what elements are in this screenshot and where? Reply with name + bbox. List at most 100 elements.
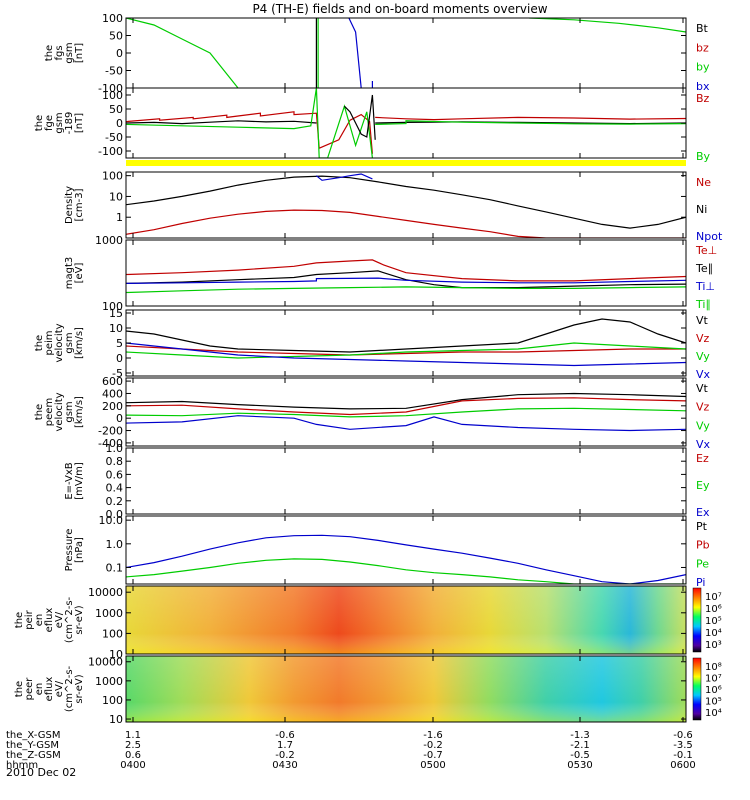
legend-density-0: Ne: [696, 176, 711, 189]
series-peim_velocity-0: [126, 318, 686, 353]
series-density-1: [126, 209, 686, 238]
series-peem_velocity-2: [126, 407, 686, 418]
panel-frame: [125, 377, 687, 447]
y-tick-label: -100: [98, 145, 123, 158]
legend-efield-0: Ez: [696, 452, 709, 465]
ephemeris-value: 2.5: [125, 740, 141, 751]
y-tick-label: 0.2: [106, 495, 124, 508]
legend-density-2: Npot: [696, 230, 723, 243]
ephemeris-value: -3.5: [673, 740, 693, 751]
colorbar-tick-label: 10⁶: [705, 604, 722, 615]
y-axis-label-line: peem: [44, 398, 55, 426]
legend-fgs-3: bx: [696, 80, 710, 93]
y-axis-label-line: -189: [64, 112, 75, 135]
series-peem_velocity-1: [126, 397, 686, 416]
legend-pressure-1: Pb: [696, 539, 710, 552]
legend-pressure-2: Pe: [696, 557, 709, 570]
ephemeris-value: -2.1: [570, 740, 590, 751]
ephemeris-value: -0.2: [423, 740, 443, 751]
y-axis-label-line: peer: [24, 677, 35, 701]
y-tick-label: -400: [98, 437, 123, 450]
series-temperature-1: [126, 270, 686, 289]
y-axis-label-line: (cm^2-s-: [64, 665, 75, 712]
colorbar-tick-label: 10⁵: [705, 697, 722, 708]
series-fge-3: [343, 94, 376, 140]
legend-peem_velocity-2: Vy: [696, 419, 710, 432]
panel-frame: [125, 585, 687, 655]
y-tick-label: 400: [102, 387, 123, 400]
panel-density: 100 10 1 Density [cm-3] Ne Ni Npot: [64, 170, 723, 243]
y-axis-label-line: en: [34, 614, 45, 627]
y-tick-label: 0: [116, 117, 123, 130]
y-axis-label-line: eflux: [44, 608, 55, 633]
series-peim_velocity-2: [126, 342, 686, 359]
y-axis-label-line: the: [14, 612, 25, 628]
y-axis-label-line: [nT]: [74, 43, 85, 63]
ephemeris-value: -0.6: [673, 730, 693, 741]
y-tick-label: -50: [105, 65, 123, 78]
y-axis-label-line: peir: [24, 609, 35, 629]
y-axis-label-line: gsm: [64, 401, 75, 422]
y-axis-label-line: gsm: [64, 42, 75, 63]
series-temperature-3: [126, 286, 686, 294]
panel-frame: [125, 171, 687, 239]
series-fge-2: [126, 88, 373, 158]
ephemeris-value: -0.7: [423, 750, 443, 761]
y-tick-label: 0: [116, 47, 123, 60]
ephemeris-value: -1.6: [423, 730, 443, 741]
y-tick-label: -100: [98, 82, 123, 95]
legend-peim_velocity-0: Vt: [696, 314, 709, 327]
legend-peem_velocity-0: Vt: [696, 382, 709, 395]
y-axis-label-line: fgs: [54, 45, 65, 60]
y-tick-label: 0.8: [106, 455, 124, 468]
y-tick-label: 100: [102, 89, 123, 102]
y-tick-label: 0.1: [106, 561, 124, 574]
y-axis-label-line: gsm: [64, 332, 75, 353]
legend-peem_velocity-3: Vx: [696, 438, 711, 451]
series-fge-1: [126, 111, 373, 154]
ephemeris-value: 0400: [120, 760, 145, 771]
ephemeris-value: -0.6: [275, 730, 295, 741]
y-axis-label-line: [nT]: [74, 113, 85, 133]
y-tick-label: 10: [109, 713, 123, 726]
colorbar-tick-label: 10⁸: [705, 662, 722, 673]
y-tick-label: 10: [109, 190, 123, 203]
y-axis-label-line: Density: [64, 186, 75, 224]
y-tick-label: 15: [109, 307, 123, 320]
panel-frame: [125, 515, 687, 585]
y-axis-label-line: velocity: [54, 392, 65, 431]
series-peem_velocity-3: [126, 415, 686, 432]
legend-temperature-0: Te⊥: [695, 244, 717, 257]
legend-peem_velocity-1: Vz: [696, 401, 710, 414]
legend-fgs-1: bz: [696, 41, 709, 54]
y-axis-label-line: eflux: [44, 677, 55, 702]
yellow-quality-bar: [126, 160, 686, 166]
series-peem_velocity-0: [126, 392, 686, 410]
y-tick-label: 0.4: [106, 482, 124, 495]
series-fge-5: [375, 120, 686, 125]
legend-efield-1: Ey: [696, 479, 710, 492]
y-axis-label-line: gsm: [54, 112, 65, 133]
y-tick-label: 10000: [88, 586, 123, 599]
y-axis-label-line: [nPa]: [74, 537, 85, 563]
legend-fgs-2: by: [696, 61, 710, 74]
ephemeris-value: -0.5: [570, 750, 590, 761]
panel-peim_velocity: 15 10 5 0 -5 the peim velocity gsm [km/s] Vt Vz Vy Vx: [34, 307, 711, 381]
y-tick-label: -200: [98, 425, 123, 438]
y-axis-label-line: en: [34, 683, 45, 696]
series-fgs-0: [126, 18, 239, 88]
panel-frame: [125, 447, 687, 515]
panel-efield: 1.00.80.60.40.20.0 E=-VxB [mV/m] Ez Ey Ex: [64, 442, 710, 521]
ephemeris-value: 1.7: [277, 740, 293, 751]
panel-frame: [125, 655, 687, 723]
y-axis-label-line: fge: [44, 115, 55, 131]
ephemeris-value: 1.1: [125, 730, 141, 741]
date-label: 2010 Dec 02: [6, 766, 76, 779]
legend-fge-0: Bz: [696, 92, 710, 105]
y-axis-label-line: peim: [44, 330, 55, 355]
panel-temperature: 1000 100 magt3 [eV] Te⊥ Te∥ Ti⊥ Ti∥: [64, 234, 717, 313]
y-axis-label-line: [km/s]: [74, 396, 85, 428]
